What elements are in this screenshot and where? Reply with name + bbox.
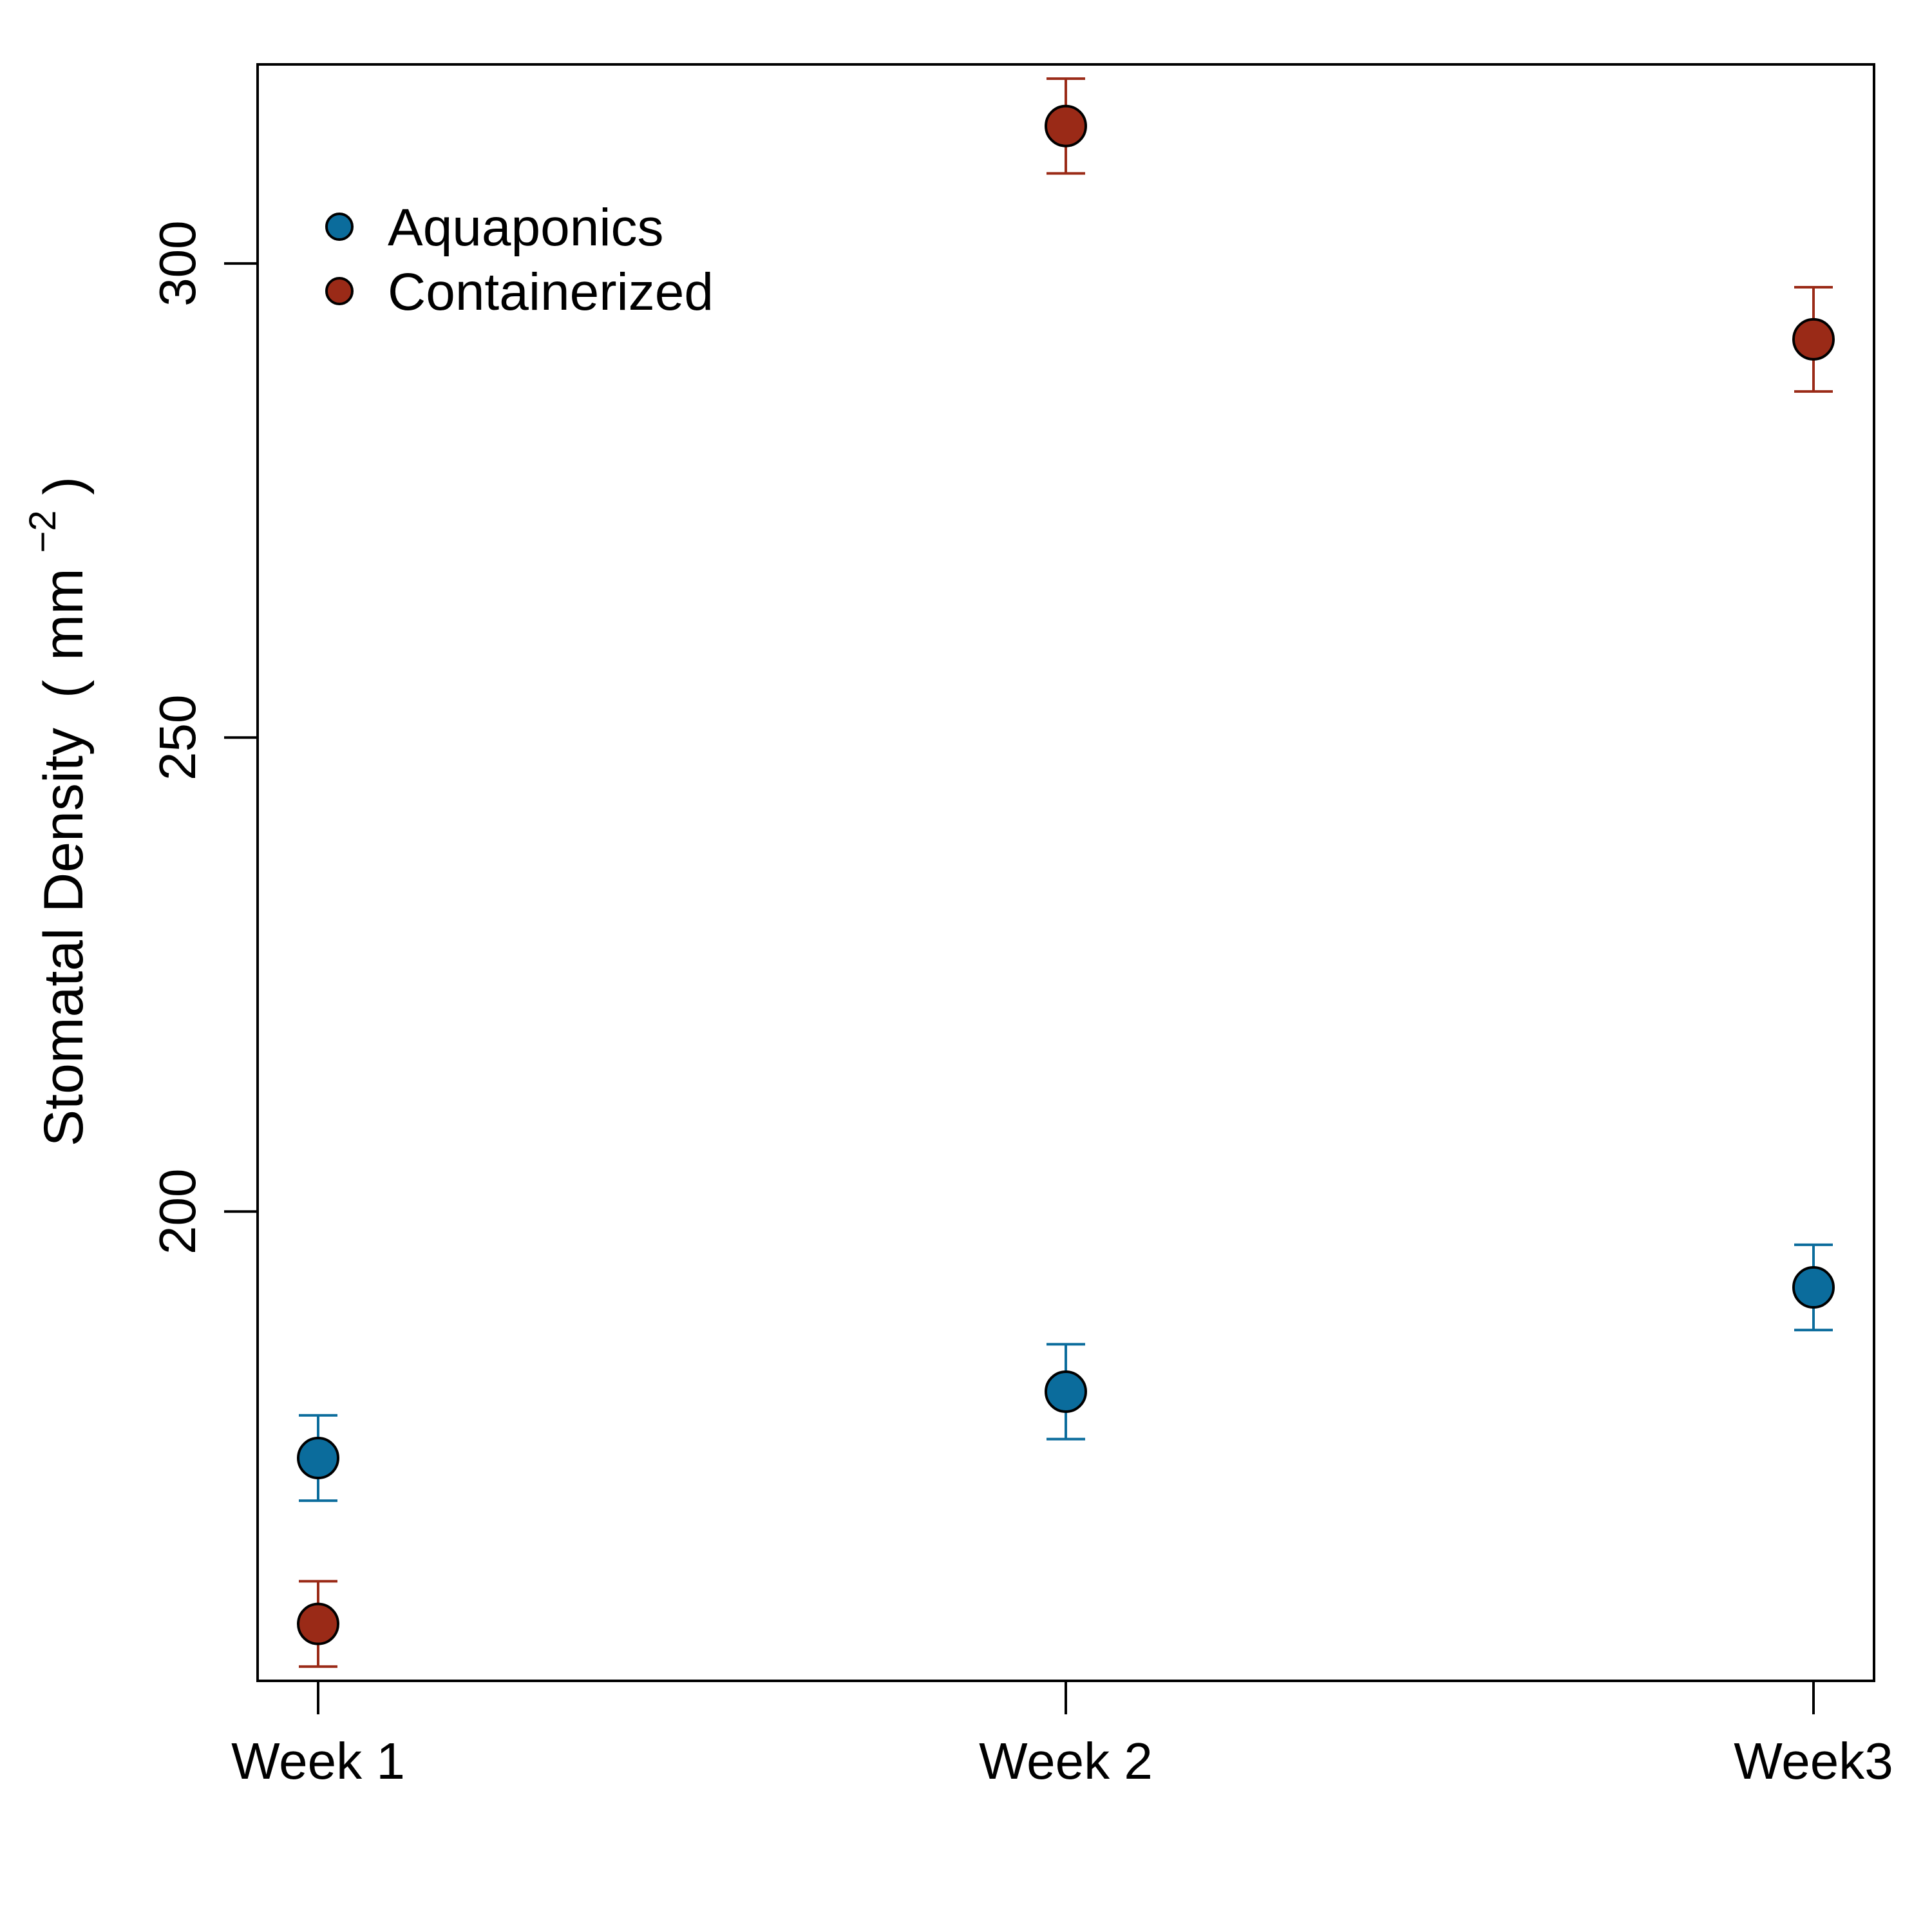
legend-label-aquaponics: Aquaponics: [388, 198, 664, 257]
containerized-point-week-1: [298, 1604, 338, 1644]
legend-marker-containerized: [327, 278, 352, 304]
containerized-point-week3: [1794, 319, 1833, 359]
y-tick-label-300: 300: [149, 220, 206, 306]
y-axis-title-exponent: −2: [22, 510, 64, 553]
y-axis-title-unit: mm: [33, 568, 95, 660]
containerized-point-week-2: [1046, 106, 1086, 146]
y-axis-title-close-paren: ): [33, 477, 95, 495]
aquaponics-point-week-1: [298, 1438, 338, 1478]
x-tick-label-week-2: Week 2: [979, 1732, 1153, 1790]
y-tick-label-250: 250: [149, 694, 206, 780]
legend-marker-aquaponics: [327, 214, 352, 240]
y-tick-label-200: 200: [149, 1169, 206, 1255]
x-tick-label-week3: Week3: [1734, 1732, 1893, 1790]
x-tick-label-week-1: Week 1: [231, 1732, 405, 1790]
legend-label-containerized: Containerized: [388, 263, 714, 321]
aquaponics-point-week3: [1794, 1267, 1833, 1307]
aquaponics-point-week-2: [1046, 1372, 1086, 1412]
y-axis-title-open-paren: (: [33, 679, 95, 698]
y-axis-title-main: Stomatal Density: [33, 728, 95, 1146]
